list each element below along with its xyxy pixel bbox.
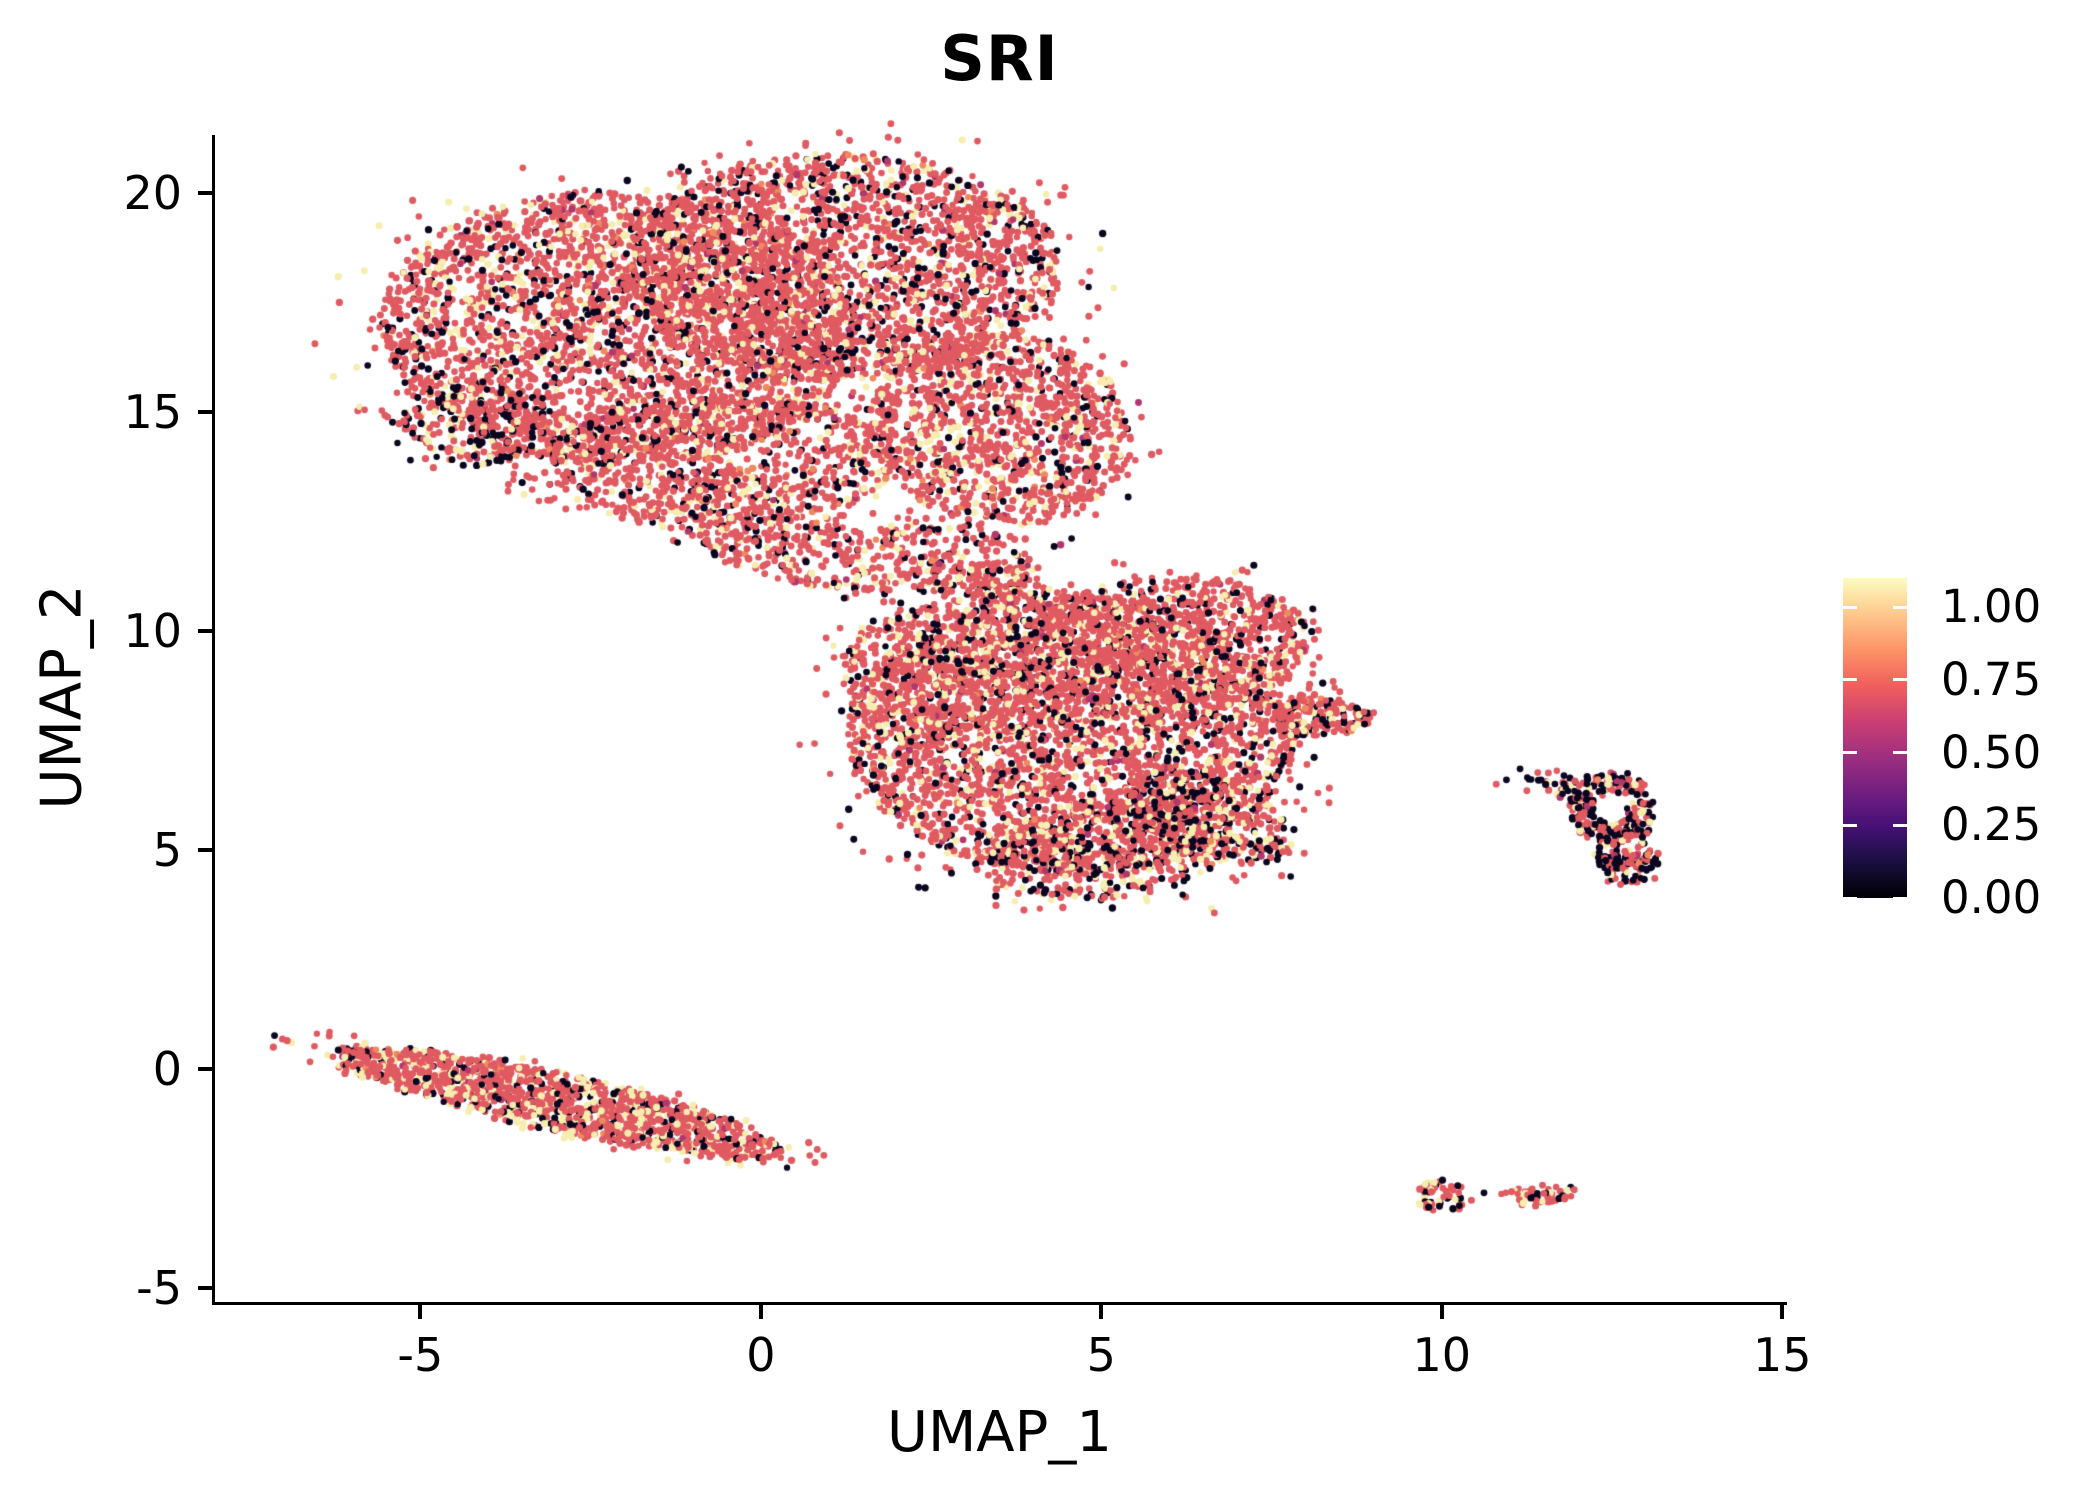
- y-tick-label: 15: [123, 384, 182, 439]
- colorbar-tick-label: 0.00: [1941, 871, 2042, 924]
- colorbar-gradient: [1843, 578, 1907, 898]
- y-tick-label: 10: [123, 603, 182, 658]
- y-tick-mark: [198, 628, 212, 633]
- x-tick-label: 10: [1412, 1328, 1472, 1382]
- x-tick-label: 0: [746, 1328, 776, 1382]
- y-axis-title: UMAP_2: [29, 584, 95, 810]
- colorbar-tick-mark: [1893, 896, 1907, 900]
- y-tick-mark: [198, 190, 212, 195]
- x-tick-mark: [1099, 1305, 1104, 1319]
- colorbar-tick-mark: [1893, 678, 1907, 682]
- x-tick-mark: [758, 1305, 763, 1319]
- plot-panel: [212, 135, 1787, 1305]
- y-tick-label: 20: [123, 165, 182, 220]
- colorbar-tick-mark: [1843, 896, 1857, 900]
- y-tick-mark: [198, 409, 212, 414]
- y-tick-mark: [198, 847, 212, 852]
- y-tick-label: 0: [152, 1041, 182, 1096]
- plot-title: SRI: [940, 22, 1059, 95]
- colorbar-tick-mark: [1893, 823, 1907, 827]
- y-tick-label: -5: [136, 1260, 182, 1315]
- colorbar-tick-label: 0.50: [1941, 725, 2042, 779]
- y-tick-mark: [198, 1285, 212, 1290]
- colorbar-tick-mark: [1843, 678, 1857, 682]
- colorbar-tick-mark: [1893, 751, 1907, 755]
- colorbar-tick-mark: [1843, 605, 1857, 609]
- x-tick-label: 5: [1086, 1328, 1116, 1382]
- colorbar-tick-label: 1.00: [1941, 580, 2042, 634]
- y-tick-label: 5: [152, 822, 182, 877]
- colorbar-tick-mark: [1843, 751, 1857, 755]
- colorbar-tick-mark: [1893, 605, 1907, 609]
- x-tick-label: 15: [1752, 1328, 1812, 1382]
- y-tick-mark: [198, 1066, 212, 1071]
- x-tick-mark: [1780, 1305, 1785, 1319]
- x-tick-mark: [418, 1305, 423, 1319]
- x-tick-label: -5: [397, 1328, 444, 1382]
- colorbar-tick-label: 0.25: [1941, 798, 2042, 852]
- colorbar-tick-label: 0.75: [1941, 652, 2042, 706]
- x-tick-mark: [1439, 1305, 1444, 1319]
- colorbar-tick-mark: [1843, 823, 1857, 827]
- x-axis-title: UMAP_1: [886, 1400, 1112, 1465]
